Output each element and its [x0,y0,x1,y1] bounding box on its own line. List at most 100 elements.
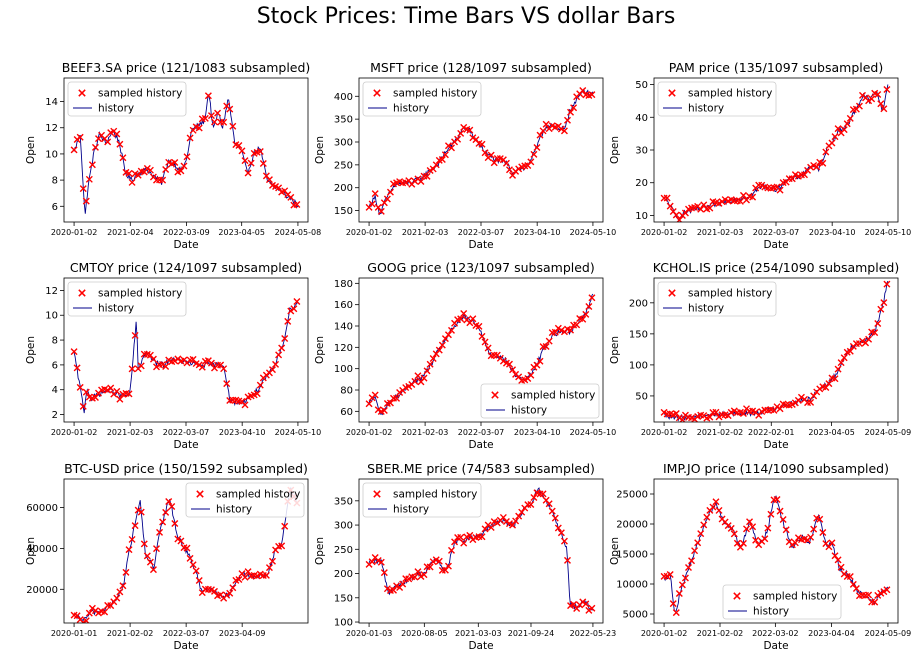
sampled-point [262,571,270,579]
sampled-point [278,542,286,550]
sampled-point [253,390,261,398]
sampled-point [152,363,160,371]
axes-frame [653,277,899,423]
sampled-point [116,588,124,596]
y-tick-label: 30 [635,146,648,157]
sampled-point [700,201,708,209]
sampled-markers [660,280,891,422]
sampled-point [238,147,246,155]
subplot-title: PAM price (135/1097 subsampled) [669,60,884,75]
sampled-point [432,161,440,169]
sampled-markers [70,298,301,410]
sampled-point [697,205,705,213]
sampled-point [675,216,683,222]
sampled-point [837,359,845,367]
legend-box [67,281,187,317]
sampled-point [265,564,273,572]
x-tick-label: 2024-05-10 [865,228,912,237]
sampled-point [411,573,419,581]
sampled-point [82,197,90,205]
sampled-point [426,563,434,571]
sampled-point [183,544,191,552]
sampled-point [865,591,873,599]
sampled-point [380,569,388,577]
x-axis-label: Date [468,239,493,251]
sampled-point [877,100,885,108]
legend: sampled history history [657,281,777,317]
sampled-point [570,104,578,112]
sampled-point [739,409,747,417]
sampled-point [444,562,452,570]
sampled-point [88,161,96,169]
y-tick-label: 6 [52,360,58,371]
subplot-7: BTC-USD price (150/1592 subsampled) 20000… [25,461,309,652]
y-tick-label: 10 [45,311,58,322]
subplot-1: BEEF3.SA price (121/1083 subsampled) 6 8 10… [25,60,321,251]
sampled-point [560,127,568,135]
sampled-point [846,114,854,122]
sampled-point [530,494,538,502]
sampled-point [527,158,535,166]
sampled-point [235,575,243,583]
sampled-point [515,165,523,173]
subplot-8: SBER.ME price (74/583 subsampled) 100 150 2… [314,461,616,652]
sampled-point [149,566,157,574]
sampled-point [675,589,683,597]
sampled-point [441,151,449,159]
y-tick-label: 80 [340,386,353,397]
sampled-point [159,518,167,526]
sampled-point [198,363,206,371]
sampled-point [229,584,237,592]
sampled-point [669,600,677,608]
sampled-point [82,388,90,396]
sampled-point [706,413,714,421]
x-tick-label: 2020-01-02 [51,228,98,237]
sampled-point [107,384,115,392]
x-axis-label: Date [763,439,788,451]
legend: sampled history history [185,482,305,518]
sampled-point [91,143,99,151]
sampled-point [509,366,517,374]
sampled-point [393,394,401,402]
y-tick-label: 140 [334,322,353,333]
sampled-point [819,159,827,167]
sampled-point [128,535,136,543]
sampled-point [290,305,298,313]
sampled-point [788,175,796,183]
sampled-point [831,133,839,141]
sampled-point [414,568,422,576]
sampled-point [834,365,842,373]
y-tick-label: 400 [334,92,353,103]
sampled-point [383,195,391,203]
sampled-point [810,525,818,533]
sampled-point [542,120,550,128]
sampled-point [101,608,109,616]
sampled-point [816,515,824,523]
sampled-point [444,331,452,339]
legend-box [362,482,482,518]
sampled-point [165,497,173,505]
sampled-point [678,581,686,589]
sampled-point [560,537,568,545]
sampled-point [377,207,385,215]
sampled-point [386,188,394,196]
sampled-point [275,351,283,359]
y-axis-label: Open [314,336,326,364]
sampled-point [159,176,167,184]
x-tick-label: 2023-04-05 [808,428,855,437]
sampled-point [527,371,535,379]
sampled-point [447,546,455,554]
sampled-point [186,554,194,562]
legend: sampled history history [722,584,842,620]
sampled-point [749,523,757,531]
sampled-point [834,556,842,564]
legend-history-label: history [393,103,429,115]
sampled-point [226,105,234,113]
sampled-point [265,176,273,184]
sampled-point [828,139,836,147]
x-axis-label: Date [468,640,493,652]
sampled-point [451,538,459,546]
sampled-point [883,586,891,594]
sampled-point [877,305,885,313]
x-tick-label: 2021-02-03 [107,428,154,437]
